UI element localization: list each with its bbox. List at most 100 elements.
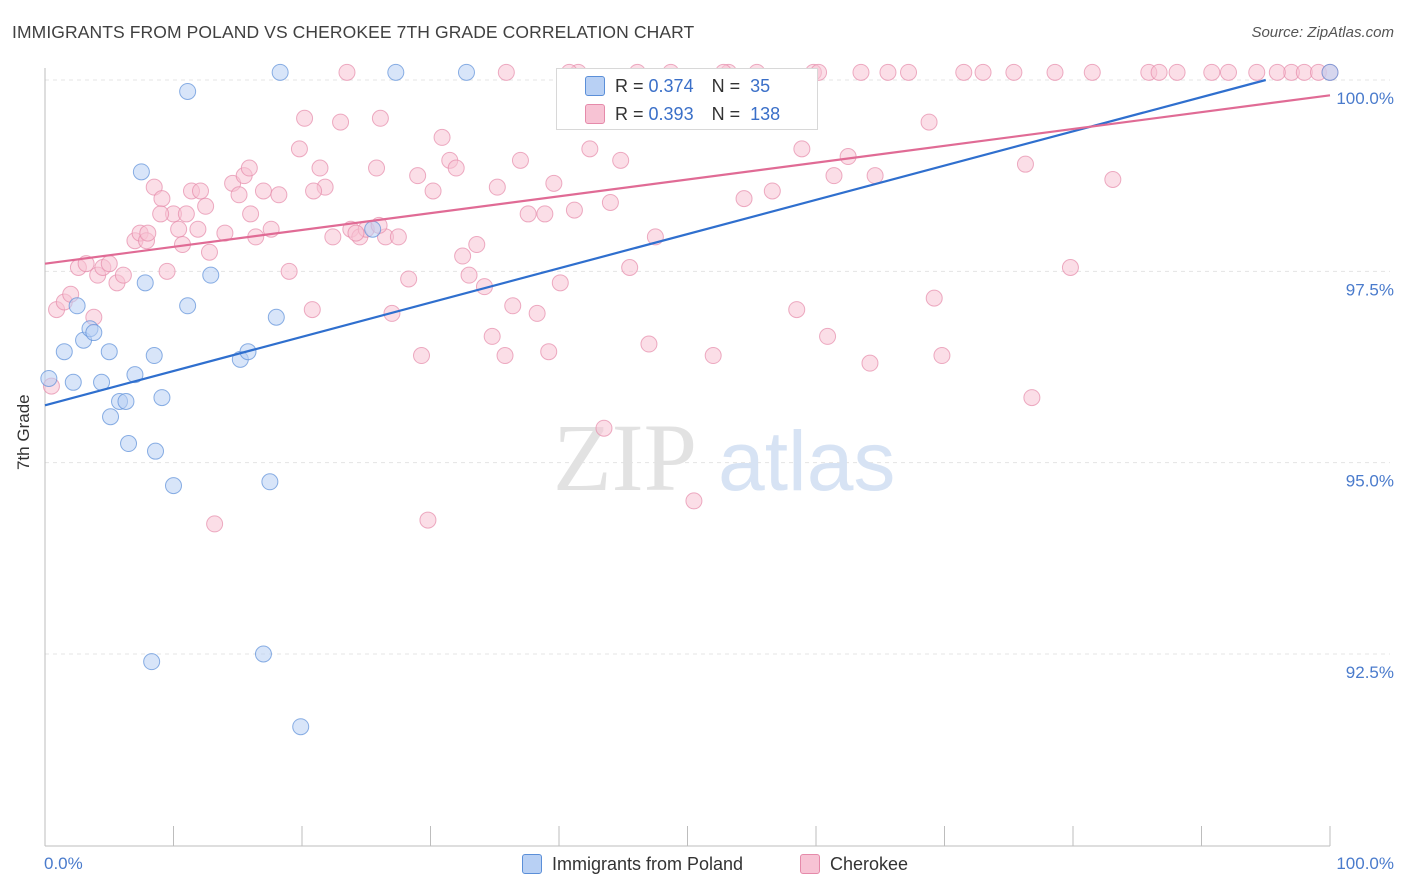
cherokee-point: [735, 190, 753, 208]
cherokee-point: [519, 205, 537, 223]
cherokee-point: [819, 327, 837, 345]
cherokee-point: [528, 304, 546, 322]
cherokee-point: [540, 343, 558, 361]
x-tick-labels: 0.0% 100.0%: [44, 854, 1394, 873]
cherokee-point: [825, 167, 843, 185]
cherokee-point: [400, 270, 418, 288]
cherokee-point: [861, 354, 879, 372]
cherokee-point: [1268, 63, 1286, 81]
poland-point: [254, 645, 272, 663]
cherokee-point: [153, 190, 171, 208]
poland-point: [55, 343, 73, 361]
x-tick-label: 0.0%: [44, 854, 83, 873]
cherokee-point: [433, 128, 451, 146]
cherokee-point: [565, 201, 583, 219]
cherokee-swatch: [800, 854, 820, 874]
cherokee-point: [483, 327, 501, 345]
poland-point: [100, 343, 118, 361]
cherokee-point: [839, 148, 857, 166]
y-axis-label: 7th Grade: [14, 394, 33, 470]
x-tick-label: 100.0%: [1336, 854, 1394, 873]
cherokee-point: [920, 113, 938, 131]
poland-swatch: [522, 854, 542, 874]
cherokee-point: [1083, 63, 1101, 81]
r-label: R =: [615, 103, 644, 124]
legend-item-cherokee: Cherokee: [800, 852, 908, 876]
n-value: 138: [750, 103, 781, 124]
y-tick-label: 92.5%: [1346, 663, 1394, 682]
stats-legend: R = 0.374 N = 35 R = 0.393 N = 138: [556, 68, 818, 130]
cherokee-point: [454, 247, 472, 265]
cherokee-point: [1104, 170, 1122, 188]
poland-point: [364, 220, 382, 238]
legend-label-cherokee: Cherokee: [830, 853, 909, 874]
cherokee-point: [536, 205, 554, 223]
cherokee-point: [191, 182, 209, 200]
cherokee-point: [1248, 63, 1266, 81]
poland-swatch: [585, 76, 605, 96]
poland-point: [145, 347, 163, 365]
cherokee-point: [1023, 389, 1041, 407]
poland-point: [120, 435, 138, 453]
cherokee-point: [139, 224, 157, 242]
cherokee-point: [170, 220, 188, 238]
poland-point: [132, 163, 150, 181]
r-value: 0.393: [648, 103, 694, 124]
cherokee-point: [230, 186, 248, 204]
cherokee-point: [955, 63, 973, 81]
cherokee-point: [1203, 63, 1221, 81]
chart-title: IMMIGRANTS FROM POLAND VS CHEROKEE 7TH G…: [12, 22, 695, 42]
n-label: N =: [711, 103, 741, 124]
cherokee-point: [419, 511, 437, 529]
watermark-atlas: atlas: [718, 414, 895, 508]
axis-layer: [44, 68, 1331, 847]
poland-point: [165, 477, 182, 495]
cherokee-point: [640, 335, 658, 353]
cherokee-point: [254, 182, 272, 200]
cherokee-point: [1016, 155, 1034, 173]
cherokee-point: [496, 347, 514, 365]
cherokee-point: [290, 140, 308, 158]
cherokee-point: [152, 205, 170, 223]
cherokee-point: [852, 63, 870, 81]
poland-point: [126, 366, 144, 384]
cherokee-point: [368, 159, 386, 177]
cherokee-point: [447, 159, 465, 177]
cherokee-point: [347, 224, 365, 242]
y-tick-label: 100.0%: [1336, 89, 1394, 108]
cherokee-point: [788, 301, 806, 319]
poland-point: [179, 82, 197, 100]
poland-point: [387, 63, 405, 81]
cherokee-point: [332, 113, 350, 131]
cherokee-point: [158, 262, 176, 280]
cherokee-point: [488, 178, 506, 196]
cherokee-swatch: [585, 104, 605, 124]
cherokee-point: [581, 140, 599, 158]
cherokee-point: [413, 347, 431, 365]
cherokee-point: [242, 205, 260, 223]
cherokee-point: [303, 301, 321, 319]
poland-point: [117, 392, 135, 410]
cherokee-point: [551, 274, 569, 292]
cherokee-point: [389, 228, 407, 246]
poland-point: [457, 63, 475, 81]
cherokee-point: [324, 228, 342, 246]
legend-item-poland: Immigrants from Poland: [522, 852, 743, 876]
cherokee-point: [468, 236, 486, 254]
poland-point: [153, 389, 171, 407]
watermark-zip: ZIP: [553, 404, 697, 511]
cherokee-point: [595, 419, 613, 437]
poland-point: [202, 266, 220, 284]
cherokee-point: [497, 63, 515, 81]
cherokee-point: [280, 262, 298, 280]
stats-legend-row-cherokee: R = 0.393 N = 138: [585, 102, 780, 126]
cherokee-point: [460, 266, 478, 284]
cherokee-point: [793, 140, 811, 158]
cherokee-point: [296, 109, 314, 127]
cherokee-point: [925, 289, 943, 307]
series-poland-points: [40, 63, 1339, 736]
poland-point: [179, 297, 197, 315]
cherokee-point: [685, 492, 703, 510]
stats-legend-row-poland: R = 0.374 N = 35: [585, 74, 770, 98]
